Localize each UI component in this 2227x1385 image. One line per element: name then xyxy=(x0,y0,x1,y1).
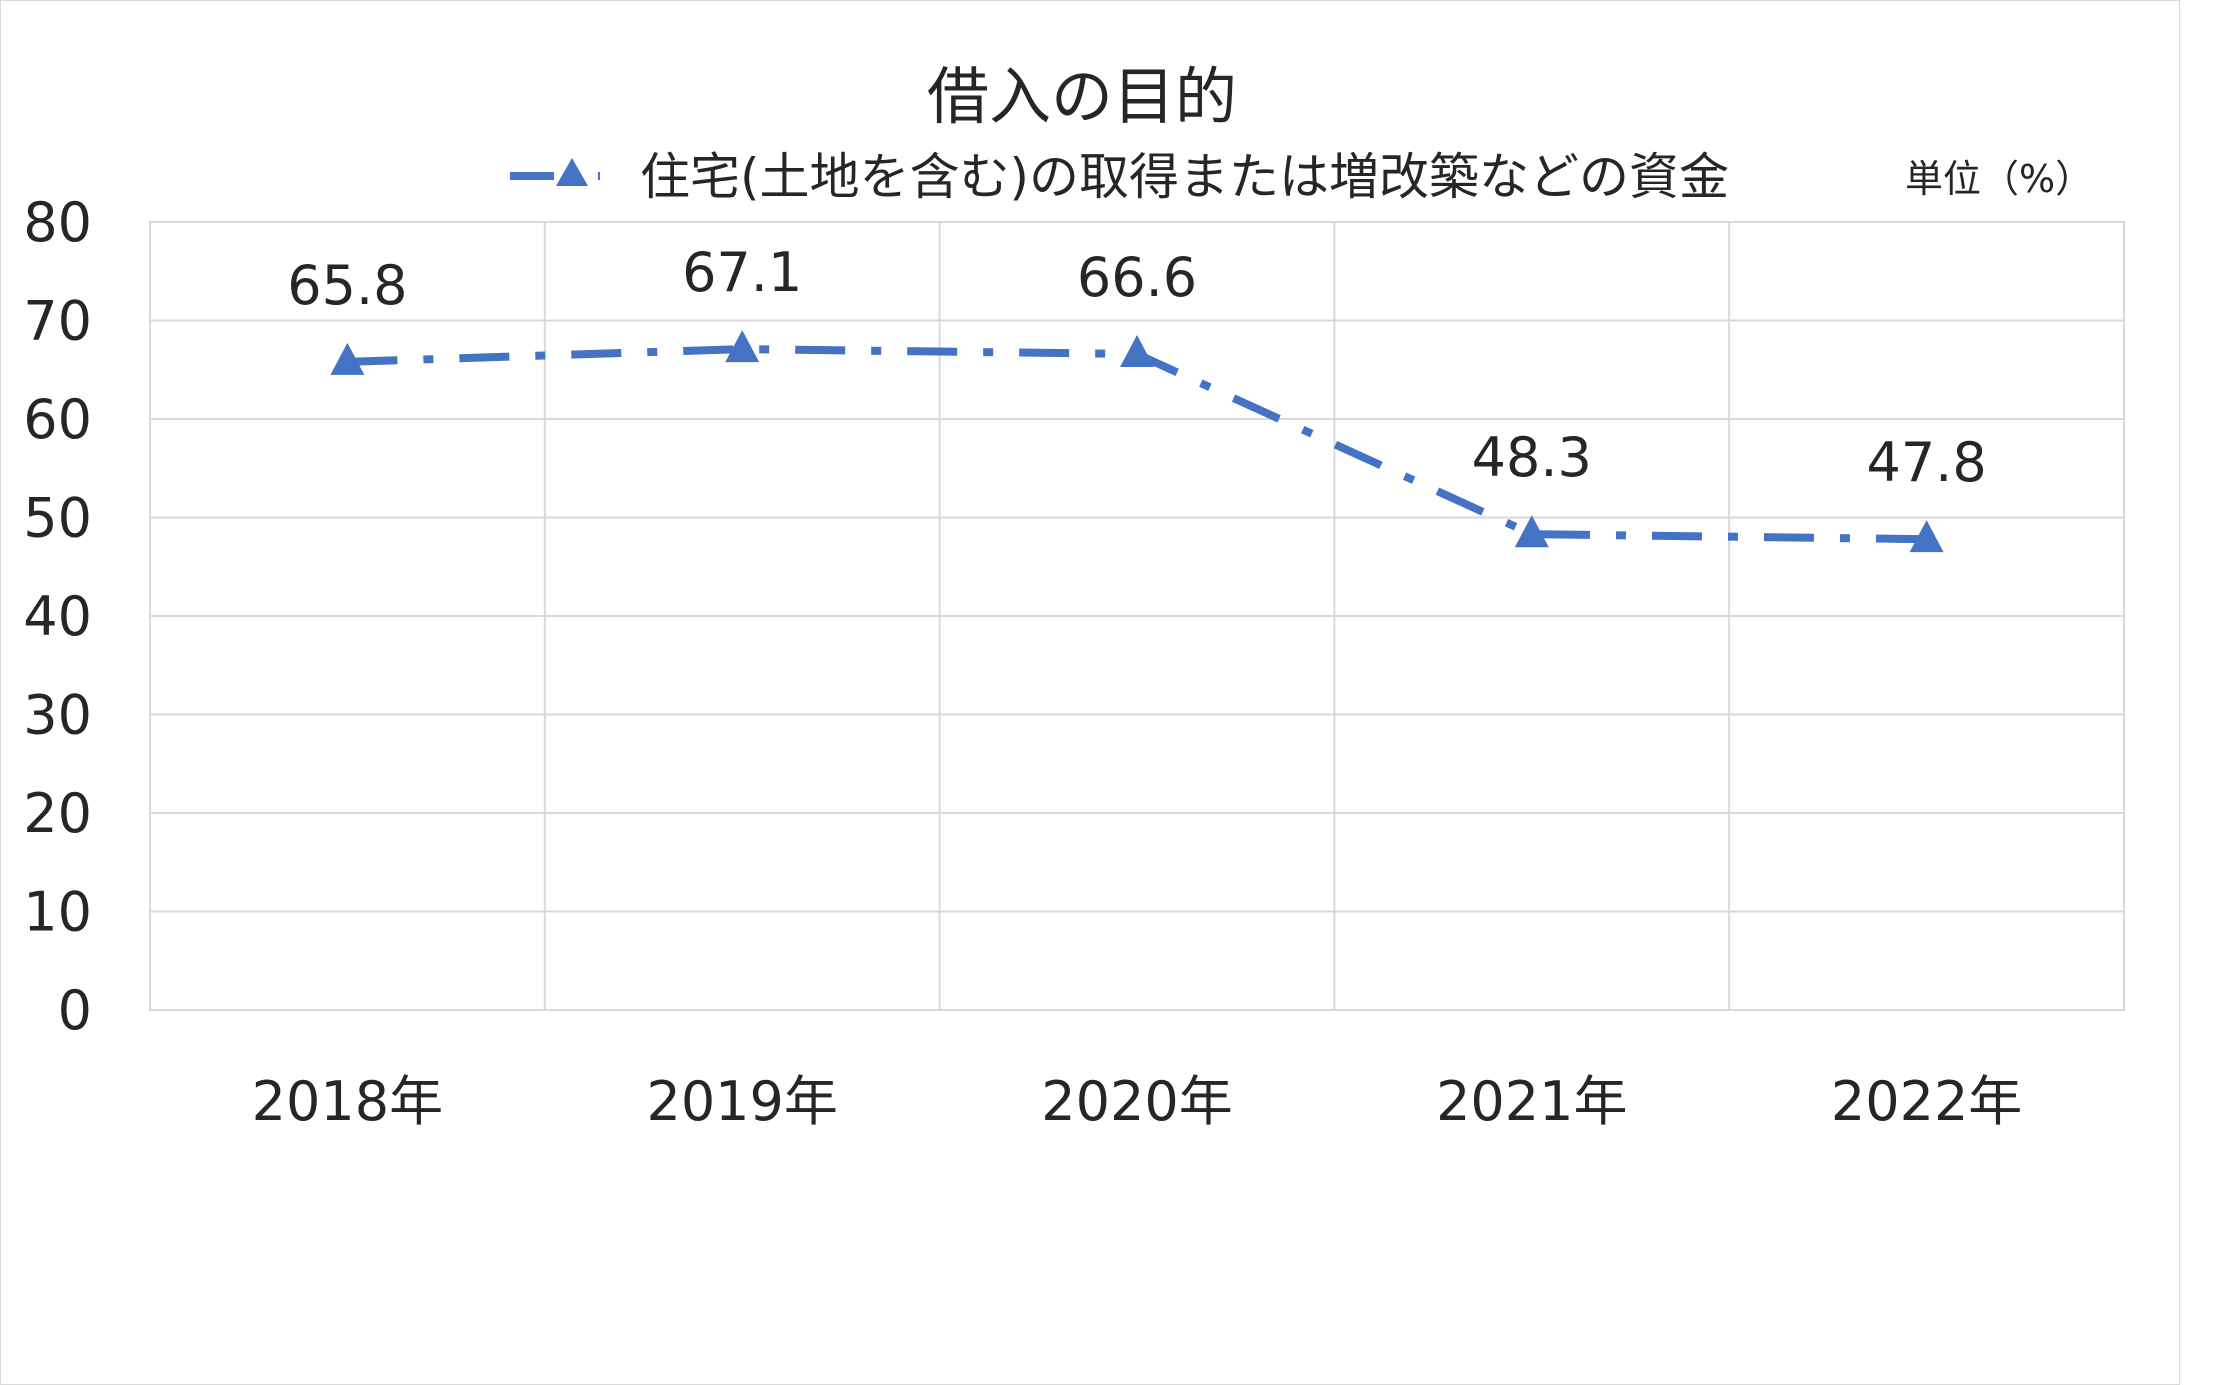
y-tick-label: 60 xyxy=(23,388,92,451)
y-tick-label: 10 xyxy=(23,881,92,944)
y-tick-label: 0 xyxy=(58,979,92,1042)
data-labels: 65.8 67.1 66.6 48.3 47.8 xyxy=(287,241,1986,494)
x-tick-label: 2019年 xyxy=(646,1070,837,1133)
y-tick-label: 50 xyxy=(23,487,92,550)
y-tick-label: 40 xyxy=(23,585,92,648)
x-tick-label: 2022年 xyxy=(1831,1070,2022,1133)
y-axis-ticks: 0 10 20 30 40 50 60 70 80 xyxy=(23,191,92,1042)
x-axis-ticks: 2018年 2019年 2020年 2021年 2022年 xyxy=(252,1070,2023,1133)
x-tick-label: 2021年 xyxy=(1436,1070,1627,1133)
x-tick-label: 2018年 xyxy=(252,1070,443,1133)
y-tick-label: 30 xyxy=(23,684,92,747)
unit-label: 単位（%） xyxy=(1905,157,2093,201)
data-label: 47.8 xyxy=(1866,431,1986,494)
data-point-marker xyxy=(1909,520,1944,553)
data-point-marker xyxy=(1514,515,1549,548)
chart-title: 借入の目的 xyxy=(927,60,1237,133)
data-point-marker xyxy=(725,330,760,363)
x-tick-label: 2020年 xyxy=(1041,1070,1232,1133)
data-point-marker xyxy=(1120,334,1154,367)
y-tick-label: 70 xyxy=(23,290,92,353)
data-label: 66.6 xyxy=(1077,246,1197,309)
data-point-marker xyxy=(330,342,365,375)
legend-entry-label: 住宅(土地を含む)の取得または増改築などの資金 xyxy=(640,148,1729,206)
y-tick-label: 80 xyxy=(23,191,92,254)
y-tick-label: 20 xyxy=(23,782,92,845)
data-label: 65.8 xyxy=(287,254,407,317)
legend-triangle-marker xyxy=(556,158,588,186)
series-line xyxy=(347,345,1927,544)
data-label: 67.1 xyxy=(682,241,802,304)
legend: 住宅(土地を含む)の取得または増改築などの資金 xyxy=(510,148,1729,206)
data-label: 48.3 xyxy=(1472,426,1592,489)
series-markers xyxy=(330,330,1944,553)
